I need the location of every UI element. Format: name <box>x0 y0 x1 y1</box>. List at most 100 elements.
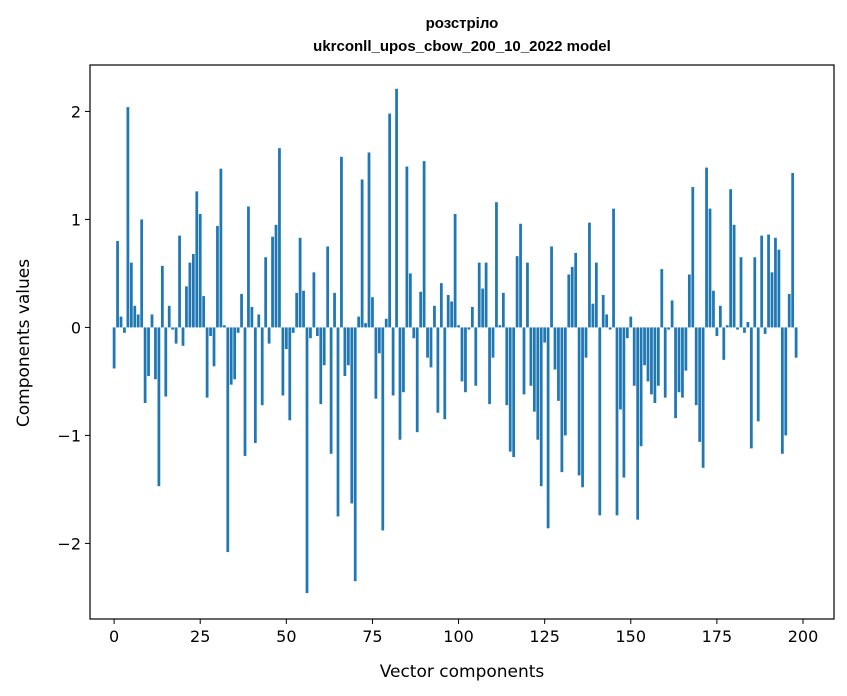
x-tick-label: 200 <box>788 627 819 646</box>
x-tick-label: 150 <box>616 627 647 646</box>
bar <box>501 292 505 328</box>
bar <box>305 327 309 594</box>
bar <box>402 327 405 393</box>
bar <box>612 208 615 328</box>
x-axis-label: Vector components <box>380 662 545 682</box>
bar <box>243 327 247 456</box>
bar <box>760 235 764 328</box>
bars-group <box>112 88 798 594</box>
bar <box>388 113 392 328</box>
y-tick-label: −1 <box>57 426 81 445</box>
bar <box>395 88 398 328</box>
bar <box>381 327 385 531</box>
bar <box>202 296 206 328</box>
bar <box>329 327 333 454</box>
bar <box>426 327 429 358</box>
bar <box>264 257 268 328</box>
bar <box>698 327 702 442</box>
bar <box>746 322 750 328</box>
bar <box>522 327 526 395</box>
bar <box>780 327 784 454</box>
bar <box>226 327 230 553</box>
bar <box>591 303 595 328</box>
bar <box>474 327 478 386</box>
bar <box>143 327 147 404</box>
bar <box>209 327 212 337</box>
bar <box>632 327 636 386</box>
bar <box>250 306 254 328</box>
bar <box>784 327 788 436</box>
bar <box>271 236 274 328</box>
bar <box>312 272 316 328</box>
bar <box>147 327 150 377</box>
x-tick-label: 125 <box>529 627 560 646</box>
bar <box>419 291 423 328</box>
bar <box>567 274 571 328</box>
bar <box>570 266 574 328</box>
bar <box>625 327 629 339</box>
bar <box>260 327 264 406</box>
y-tick-label: 1 <box>71 210 81 229</box>
bar <box>729 189 733 328</box>
x-tick-label: 100 <box>443 627 474 646</box>
bar <box>398 327 402 440</box>
bar <box>460 327 464 382</box>
bar <box>222 325 226 328</box>
bar <box>691 187 695 328</box>
bar <box>422 161 426 328</box>
bar <box>257 314 261 328</box>
y-tick-label: −2 <box>57 534 81 553</box>
bar <box>364 323 367 328</box>
bar <box>357 316 361 328</box>
bar <box>539 327 543 487</box>
bar <box>374 327 378 399</box>
bar <box>360 179 364 328</box>
bar <box>350 327 354 504</box>
bar <box>150 314 154 328</box>
bar <box>615 327 619 516</box>
bar <box>164 327 168 397</box>
bar <box>322 327 326 366</box>
bar <box>302 290 305 328</box>
bar <box>291 327 295 333</box>
bar <box>278 148 281 328</box>
bar <box>233 327 237 380</box>
bar <box>154 327 157 380</box>
bar <box>536 327 540 440</box>
bar <box>646 327 650 382</box>
bar <box>594 262 598 328</box>
bar <box>667 327 671 330</box>
bar <box>739 257 743 328</box>
bar <box>212 327 216 367</box>
x-tick-label: 0 <box>109 627 119 646</box>
bar <box>598 327 602 516</box>
bar <box>288 327 292 421</box>
bar <box>205 327 209 398</box>
bar <box>777 249 781 328</box>
bar <box>508 327 512 452</box>
bar <box>650 327 653 395</box>
bar <box>116 241 119 328</box>
bar <box>436 327 440 413</box>
bar <box>705 167 708 328</box>
bar <box>743 327 746 333</box>
bar <box>481 288 485 328</box>
bar <box>126 107 130 328</box>
bar <box>171 327 175 330</box>
bar <box>219 168 223 328</box>
bar <box>198 214 202 328</box>
bar <box>543 327 547 343</box>
bar <box>636 327 640 520</box>
bar <box>412 327 416 339</box>
bar <box>684 327 688 371</box>
y-tick-label: 2 <box>71 102 81 121</box>
bar <box>674 327 677 419</box>
bar <box>443 327 447 420</box>
bar <box>384 318 388 328</box>
bar <box>660 269 664 328</box>
bar <box>656 327 660 386</box>
bar <box>488 327 491 405</box>
bar <box>453 214 457 328</box>
bar <box>529 327 533 386</box>
